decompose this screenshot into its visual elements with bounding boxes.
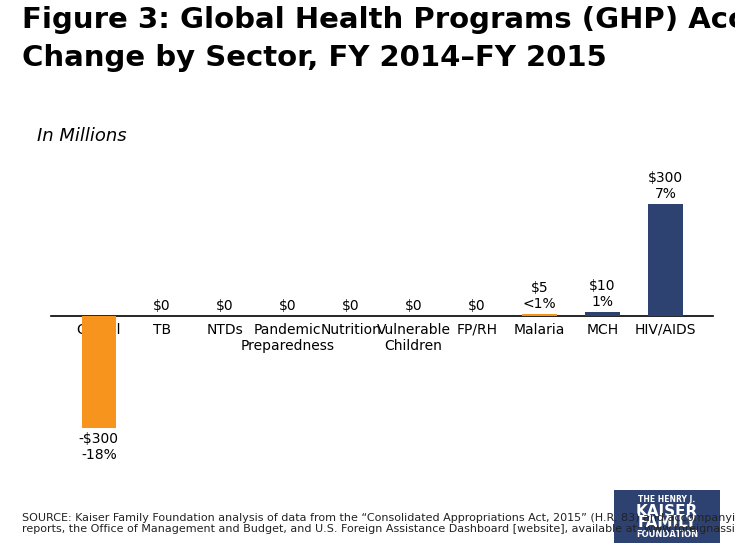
Text: Figure 3: Global Health Programs (GHP) Account, Funding: Figure 3: Global Health Programs (GHP) A… — [22, 6, 735, 34]
Text: THE HENRY J.: THE HENRY J. — [639, 495, 695, 504]
Text: $0: $0 — [405, 299, 423, 313]
Text: Change by Sector, FY 2014–FY 2015: Change by Sector, FY 2014–FY 2015 — [22, 44, 607, 72]
Bar — [648, 204, 683, 316]
Text: $0: $0 — [153, 299, 171, 313]
Text: $0: $0 — [279, 299, 296, 313]
Text: SOURCE: Kaiser Family Foundation analysis of data from the “Consolidated Appropr: SOURCE: Kaiser Family Foundation analysi… — [22, 513, 735, 534]
Text: $10
1%: $10 1% — [589, 279, 616, 309]
Text: $0: $0 — [342, 299, 359, 313]
Text: FAMILY: FAMILY — [637, 515, 697, 531]
Text: In Millions: In Millions — [37, 127, 126, 145]
Text: $0: $0 — [468, 299, 486, 313]
Text: FOUNDATION: FOUNDATION — [636, 530, 698, 539]
Text: $0: $0 — [216, 299, 234, 313]
Text: $300
7%: $300 7% — [648, 171, 683, 201]
Bar — [585, 312, 620, 316]
Text: $5
<1%: $5 <1% — [523, 281, 556, 311]
Text: KAISER: KAISER — [636, 504, 698, 519]
Bar — [523, 314, 557, 316]
Text: -$300
-18%: -$300 -18% — [79, 432, 119, 462]
Bar — [82, 316, 116, 428]
